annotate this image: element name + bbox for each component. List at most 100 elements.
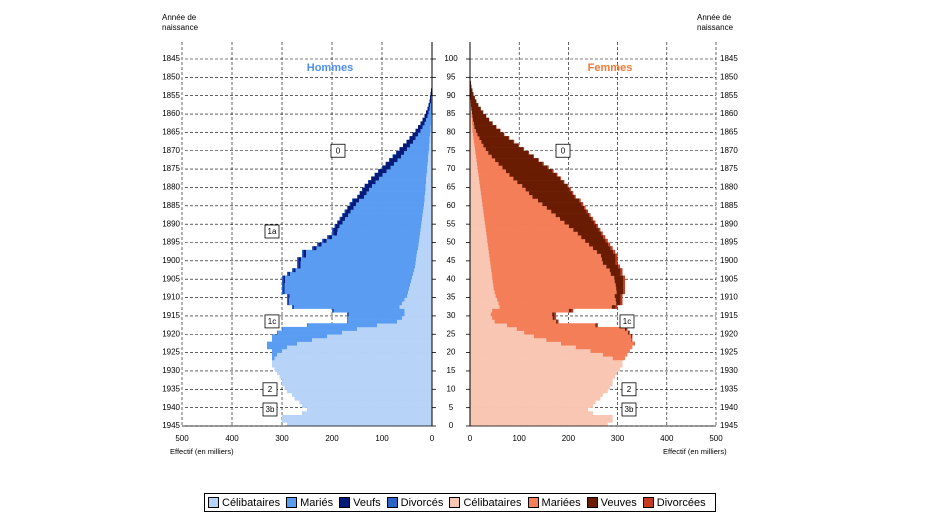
bar-segment — [415, 260, 432, 265]
bar-segment — [418, 132, 430, 137]
annotation-box — [264, 314, 280, 329]
bar-segment — [620, 293, 623, 298]
y2-tick-label: 1870 — [162, 146, 180, 155]
bar-segment — [478, 176, 514, 181]
bar-segment — [471, 117, 473, 122]
bar-segment — [493, 286, 617, 291]
bar-segment — [470, 139, 474, 144]
bar-segment — [590, 348, 630, 353]
y2-tick-label: 1850 — [720, 72, 738, 81]
bar-segment — [334, 224, 336, 229]
bar-segment — [362, 187, 363, 192]
bar-segment — [470, 323, 507, 328]
bar-segment — [533, 334, 631, 339]
bar-segment — [375, 172, 383, 177]
bar-segment — [479, 136, 509, 141]
y2-tick-label: 1885 — [162, 201, 180, 210]
bar-segment — [602, 260, 616, 265]
bar-segment — [470, 205, 483, 210]
y2-tick-label: 1920 — [162, 329, 180, 338]
bar-segment — [470, 172, 479, 177]
bar-segment — [492, 275, 615, 280]
annotation-text: 3b — [266, 405, 275, 414]
bar-segment — [352, 198, 353, 203]
bar-segment — [419, 235, 432, 240]
bar-segment — [542, 202, 582, 207]
y2-tick-label: 1925 — [162, 348, 180, 357]
bar-segment — [428, 110, 432, 115]
bar-segment — [477, 169, 506, 174]
y2-tick-label: 1855 — [162, 91, 180, 100]
bar-segment — [589, 242, 609, 247]
bar-segment — [423, 209, 432, 214]
bar-segment — [470, 132, 473, 137]
bar-segment — [307, 323, 377, 328]
bar-segment — [552, 169, 554, 174]
bar-segment — [368, 180, 369, 185]
bar-segment — [426, 176, 432, 181]
bar-segment — [616, 301, 621, 306]
bar-segment — [524, 330, 628, 335]
bar-segment — [413, 139, 430, 144]
annotation-text: 1c — [623, 317, 631, 326]
bar-segment — [267, 345, 287, 350]
bar-segment — [563, 180, 565, 185]
bar-segment — [390, 165, 427, 170]
chart-title: Hommes — [307, 62, 353, 74]
bar-segment — [552, 312, 555, 317]
bar-segment — [284, 282, 410, 287]
y-tick-label: 10 — [447, 384, 456, 393]
bar-segment — [546, 205, 585, 210]
y2-tick-label: 1940 — [162, 403, 180, 412]
legend-swatch — [208, 497, 219, 508]
bar-segment — [471, 121, 474, 126]
bar-segment — [470, 198, 482, 203]
bar-segment — [470, 180, 480, 185]
y2-tick-label: 1900 — [162, 256, 180, 265]
annotation: 1c — [264, 314, 280, 329]
bar-segment — [605, 238, 608, 243]
y2-label: Année de naissance — [697, 13, 734, 32]
bar-segment — [347, 205, 348, 210]
bar-segment — [492, 315, 553, 320]
bar-segment — [470, 275, 493, 280]
bar-segment — [470, 238, 488, 243]
annotation: 1a — [264, 224, 280, 239]
bar-segment — [567, 183, 569, 188]
bar-segment — [326, 238, 419, 243]
legend-label: Veuves — [600, 496, 637, 509]
bar-segment — [418, 125, 423, 130]
y2-tick-label: 1910 — [720, 293, 738, 302]
bar-segment — [615, 257, 618, 262]
y2-tick-label: 1905 — [162, 274, 180, 283]
bar-segment — [623, 290, 625, 295]
bar-segment — [287, 271, 289, 276]
bar-segment — [532, 194, 575, 199]
bar-segment — [470, 418, 613, 423]
bar-segment — [430, 92, 432, 96]
annotation: 3b — [621, 402, 637, 417]
bar-segment — [317, 242, 319, 247]
x-tick-label: 0 — [468, 434, 473, 443]
bar-segment — [429, 99, 431, 104]
y2-tick-label: 1895 — [162, 238, 180, 247]
bar-segment — [348, 312, 349, 317]
bar-segment — [333, 231, 337, 236]
bar-segment — [470, 231, 487, 236]
y2-tick-label: 1935 — [162, 384, 180, 393]
bar-segment — [272, 334, 327, 339]
bar-segment — [480, 191, 530, 196]
bar-segment — [470, 264, 491, 269]
bar-segment — [369, 187, 426, 192]
bar-segment — [347, 315, 402, 320]
bar-segment — [529, 191, 573, 196]
bar-segment — [282, 381, 432, 386]
bar-segment — [470, 271, 492, 276]
bar-segment — [332, 227, 334, 232]
bar-segment — [608, 242, 611, 247]
bar-segment — [368, 180, 376, 185]
bar-segment — [404, 150, 429, 155]
bar-segment — [298, 260, 301, 265]
bar-segment — [345, 209, 351, 214]
bar-segment — [473, 136, 480, 141]
